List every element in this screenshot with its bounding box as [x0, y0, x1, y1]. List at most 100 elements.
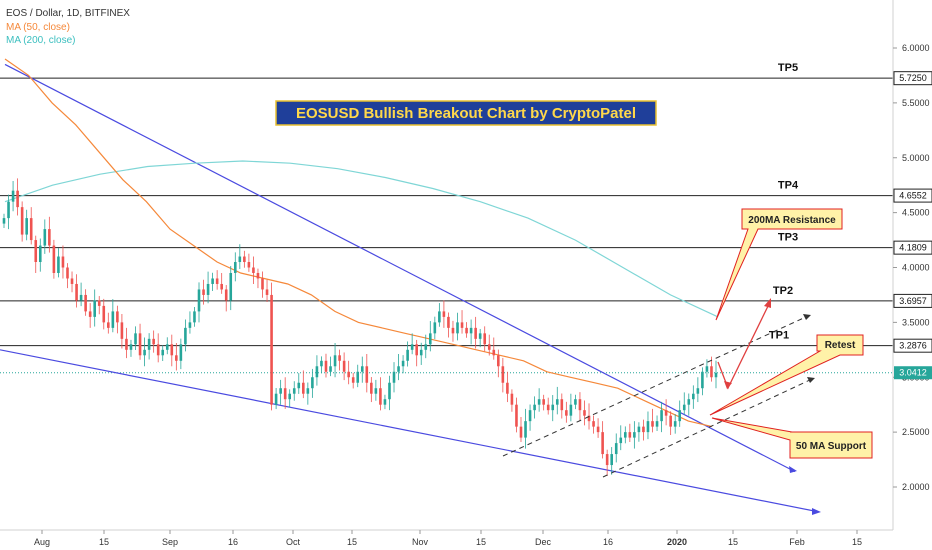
projection-head — [764, 298, 771, 308]
candles — [2, 178, 718, 477]
chart-title: EOSUSD Bullish Breakout Chart by CryptoP… — [296, 105, 636, 122]
candle-body-88 — [401, 360, 405, 367]
x-tick-label-5: 15 — [347, 537, 357, 547]
candle-body-13 — [61, 256, 65, 268]
candle-body-127 — [578, 399, 582, 411]
candle-body-85 — [388, 382, 391, 400]
candle-body-68 — [311, 377, 314, 389]
candle-body-133 — [605, 454, 609, 466]
candle-body-43 — [197, 289, 201, 312]
candle-body-157 — [714, 372, 718, 378]
candle-body-112 — [510, 393, 514, 405]
callout-50ma: 50 MA Support — [711, 417, 873, 459]
x-tick-label-3: 16 — [228, 537, 238, 547]
candle-body-124 — [565, 410, 568, 416]
candle-body-91 — [415, 344, 418, 356]
last-price-tag: 3.0412 — [894, 366, 932, 380]
y-tick-label-4: 4.0000 — [902, 263, 930, 273]
candle-body-69 — [315, 366, 319, 378]
candle-body-106 — [483, 333, 487, 345]
candle-body-99 — [451, 327, 455, 334]
candle-body-134 — [610, 454, 613, 466]
x-tick-label-6: Nov — [412, 537, 429, 547]
candle-body-31 — [143, 349, 146, 356]
x-tick-label-10: 2020 — [667, 537, 687, 547]
candle-body-119 — [542, 399, 545, 405]
candle-body-55 — [252, 267, 255, 273]
candle-body-65 — [297, 382, 301, 389]
candle-body-25 — [116, 311, 119, 323]
y-tick-label-8: 2.0000 — [902, 482, 930, 492]
y-tick-label-5: 3.5000 — [902, 317, 930, 327]
candle-body-145 — [660, 410, 663, 422]
candle-body-123 — [560, 399, 564, 411]
candle-body-17 — [79, 294, 83, 301]
candle-body-6 — [29, 218, 33, 241]
x-tick-label-12: Feb — [789, 537, 805, 547]
y-tick-label-2: 5.0000 — [902, 153, 930, 163]
candle-body-114 — [519, 426, 523, 438]
projection-path — [717, 301, 771, 390]
candle-body-144 — [655, 421, 659, 427]
candle-body-113 — [515, 404, 518, 427]
time-axis[interactable]: Aug 15 Sep 16 Oct 15 Nov 15 Dec 16 2020 15 Feb 15 — [34, 530, 862, 547]
candle-body-23 — [107, 322, 110, 328]
candle-body-71 — [324, 360, 328, 372]
candle-body-153 — [696, 388, 700, 394]
x-tick-label-8: Dec — [535, 537, 552, 547]
candle-body-129 — [587, 415, 591, 422]
title-box — [275, 100, 657, 126]
x-tick-label-11: 15 — [728, 537, 738, 547]
candle-body-38 — [175, 355, 178, 361]
candle-body-109 — [497, 355, 500, 367]
candle-body-20 — [93, 300, 97, 317]
candle-body-125 — [569, 404, 573, 416]
candle-body-81 — [370, 382, 373, 394]
candle-body-32 — [147, 338, 151, 350]
candle-body-37 — [170, 344, 174, 356]
candle-body-49 — [224, 289, 228, 301]
candle-body-108 — [492, 349, 496, 356]
lower-trendline-arrowhead — [812, 508, 821, 515]
candle-body-95 — [433, 322, 437, 334]
candle-body-44 — [202, 289, 205, 295]
candle-body-93 — [424, 344, 428, 350]
candle-body-147 — [669, 415, 672, 427]
candle-body-26 — [120, 322, 124, 339]
candle-body-77 — [351, 377, 355, 383]
candle-body-42 — [193, 311, 196, 323]
target-price-box-TP1 — [893, 338, 932, 353]
candle-body-8 — [38, 245, 42, 263]
candle-body-66 — [302, 382, 305, 394]
candle-body-115 — [524, 421, 527, 438]
candle-body-102 — [465, 327, 468, 334]
x-tick-label-9: 16 — [603, 537, 613, 547]
candle-body-76 — [347, 371, 350, 378]
candle-body-15 — [70, 278, 74, 284]
candle-body-36 — [165, 344, 169, 350]
target-price-box-TP5 — [893, 71, 932, 86]
candle-body-56 — [256, 272, 260, 279]
candle-body-128 — [583, 410, 586, 416]
candle-body-122 — [555, 399, 559, 405]
candle-body-74 — [338, 355, 341, 361]
y-tick-label-0: 6.0000 — [902, 43, 930, 53]
candle-body-121 — [551, 404, 555, 411]
ma200-legend: MA (200, close) — [6, 35, 75, 46]
target-price-box-TP4 — [893, 188, 932, 203]
candle-body-0 — [2, 218, 6, 224]
candle-body-35 — [161, 349, 165, 356]
target-label-TP4: TP4 — [778, 180, 799, 192]
candle-body-78 — [356, 371, 360, 383]
candle-body-110 — [501, 366, 505, 383]
candle-body-24 — [111, 311, 115, 328]
candle-body-27 — [125, 338, 128, 350]
candle-body-39 — [179, 344, 183, 361]
candle-body-19 — [88, 311, 92, 317]
candle-body-9 — [43, 229, 47, 246]
channel-lower-head — [807, 377, 815, 383]
candle-body-131 — [596, 426, 600, 433]
ma50-polyline — [4, 58, 713, 428]
ma50-legend: MA (50, close) — [6, 22, 70, 33]
